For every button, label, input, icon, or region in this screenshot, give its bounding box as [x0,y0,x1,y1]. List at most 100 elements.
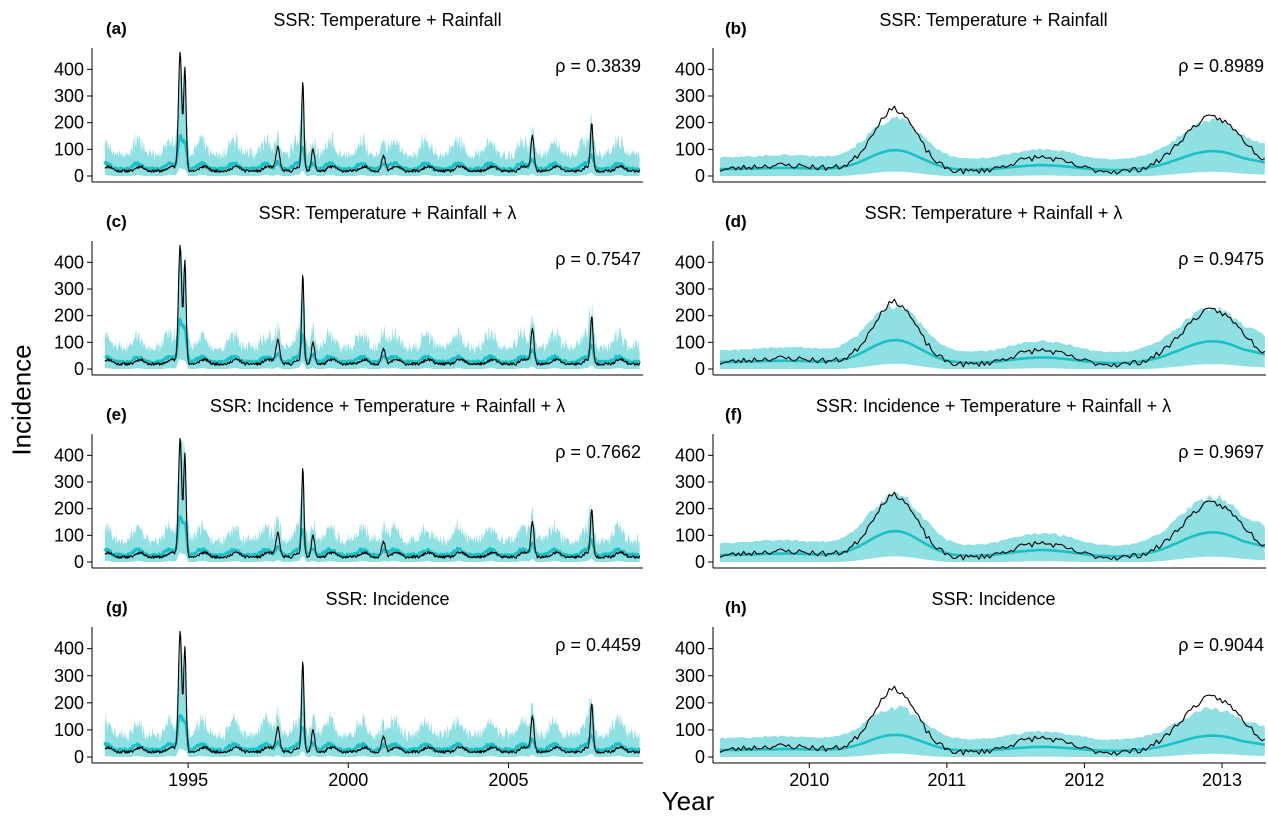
y-tick-label: 300 [54,279,84,299]
panel-title: SSR: Temperature + Rainfall [879,10,1107,30]
x-tick-label: 2012 [1064,770,1104,790]
y-tick-label: 100 [54,332,84,352]
observed-line [104,630,641,754]
x-tick-label: 2013 [1202,770,1242,790]
rho-annotation: ρ = 0.3839 [555,56,641,76]
x-tick-label: 2011 [927,770,966,790]
y-tick-label: 0 [74,166,84,186]
y-tick-label: 100 [54,525,84,545]
rho-annotation: ρ = 0.8989 [1178,56,1264,76]
y-tick-label: 300 [54,666,84,686]
x-tick-label: 1995 [168,770,208,790]
panel-label: (a) [106,19,127,38]
prediction-interval-band [104,247,640,369]
y-tick-label: 0 [695,552,705,572]
panel-e: 0 100 200 300 400 (e) SSR: Incidence + Tempera… [54,396,643,572]
x-tick-label: 2000 [328,770,368,790]
predicted-line [103,714,641,754]
y-tick-label: 0 [695,359,705,379]
panel-label: (h) [725,598,747,617]
panel-title: SSR: Temperature + Rainfall + λ [865,203,1123,223]
y-tick-label: 0 [74,552,84,572]
predicted-line [103,133,641,173]
observed-line [719,685,1266,756]
y-tick-label: 400 [54,252,84,272]
panel-title: SSR: Incidence + Temperature + Rainfall … [816,396,1171,416]
panel-label: (g) [106,598,128,617]
rho-annotation: ρ = 0.7547 [555,249,641,269]
observed-line [719,491,1266,561]
y-tick-label: 100 [675,332,705,352]
observed-line [719,298,1266,368]
y-tick-label: 400 [675,445,705,465]
panel-label: (e) [106,405,127,424]
x-tick-label: 2005 [488,770,528,790]
x-axis-title: Year [661,786,715,816]
panel-h: 0 100 200 300 400 2010 2011 2012 2013 (h) SSR: Inc… [675,589,1266,790]
predicted-line [104,317,641,366]
rho-annotation: ρ = 0.9475 [1178,249,1264,269]
panel-g: 0 100 200 300 400 1995 2000 2005 (g) SSR: Inciden… [54,589,643,790]
y-tick-label: 0 [695,747,705,767]
observed-line [104,244,641,366]
y-tick-label: 300 [54,86,84,106]
panel-f: 0 100 200 300 400 (f) SSR: Incidence + Tempera… [675,396,1266,572]
panel-title: SSR: Incidence [931,589,1055,609]
observed-line [719,105,1266,175]
panel-label: (d) [725,212,747,231]
rho-annotation: ρ = 0.4459 [555,635,641,655]
x-tick-label: 2010 [789,770,829,790]
observed-line [104,437,641,559]
y-tick-label: 300 [675,472,705,492]
y-tick-label: 400 [675,252,705,272]
predicted-line [103,515,641,559]
y-tick-label: 400 [54,639,84,659]
panel-a: 0 100 200 300 400 (a) SSR: Temperature + Rainf… [54,10,643,186]
panel-title: SSR: Incidence + Temperature + Rainfall … [210,396,565,416]
y-tick-label: 100 [675,720,705,740]
panel-label: (b) [725,19,747,38]
y-tick-label: 400 [54,445,84,465]
observed-line [104,51,641,173]
panel-d: 0 100 200 300 400 (d) SSR: Temperature + Rainf… [675,203,1266,379]
y-tick-label: 100 [54,139,84,159]
panel-title: SSR: Temperature + Rainfall + λ [259,203,517,223]
prediction-interval-band [719,303,1265,369]
y-tick-label: 400 [675,639,705,659]
y-axis-title: Incidence [6,344,37,456]
y-tick-label: 300 [675,666,705,686]
y-tick-label: 0 [695,166,705,186]
panel-title: SSR: Incidence [325,589,449,609]
y-tick-label: 200 [675,306,705,326]
panel-c: 0 100 200 300 400 (c) SSR: Temperature + Rainf… [54,203,643,379]
y-tick-label: 100 [675,525,705,545]
panel-label: (c) [106,212,127,231]
y-tick-label: 400 [675,59,705,79]
y-tick-label: 400 [54,59,84,79]
prediction-interval-band [719,116,1265,176]
y-tick-label: 300 [675,279,705,299]
y-tick-label: 200 [54,499,84,519]
panel-b: 0 100 200 300 400 (b) SSR: Temperature + Rainf… [675,10,1266,186]
y-tick-label: 200 [54,306,84,326]
y-tick-label: 0 [74,747,84,767]
y-tick-label: 200 [675,693,705,713]
y-tick-label: 200 [675,113,705,133]
y-tick-label: 200 [675,499,705,519]
prediction-interval-band [104,634,640,757]
rho-annotation: ρ = 0.9044 [1178,635,1264,655]
y-tick-label: 100 [675,139,705,159]
y-tick-label: 300 [675,86,705,106]
y-tick-label: 200 [54,113,84,133]
y-tick-label: 300 [54,472,84,492]
prediction-interval-band [719,491,1265,562]
y-tick-label: 0 [74,359,84,379]
rho-annotation: ρ = 0.7662 [555,442,641,462]
y-tick-label: 200 [54,693,84,713]
rho-annotation: ρ = 0.9697 [1178,442,1264,462]
y-tick-label: 100 [54,720,84,740]
panel-title: SSR: Temperature + Rainfall [273,10,501,30]
prediction-interval-band [104,440,640,562]
panel-label: (f) [725,405,742,424]
